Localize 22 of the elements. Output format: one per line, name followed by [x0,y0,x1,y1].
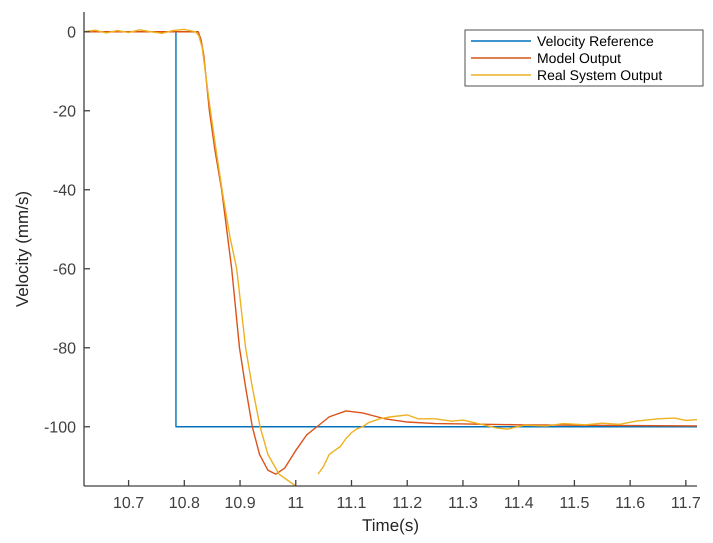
x-tick-label: 10.9 [224,495,256,512]
x-tick-label: 11 [287,495,304,512]
legend-label: Velocity Reference [537,32,654,49]
legend-label: Model Output [537,50,622,66]
x-tick-label: 11.4 [504,495,534,512]
x-axis-title: Time(s) [362,516,419,535]
y-tick-label: -80 [52,340,76,358]
y-tick-label: -20 [52,103,76,120]
y-tick-label: -60 [52,261,76,278]
x-tick-label: 11.1 [336,495,367,512]
x-tick-label: 11.2 [392,495,422,512]
x-tick-label: 10.8 [168,495,200,512]
y-tick-label: -40 [52,182,76,200]
legend-label: Real System Output [537,66,662,83]
x-tick-label: 11.3 [448,495,478,512]
x-tick-label: 11.5 [559,495,590,512]
y-tick-label: -100 [44,419,76,436]
x-tick-label: 11.7 [670,495,701,512]
x-tick-label: 10.7 [113,495,144,512]
x-tick-label: 11.6 [615,495,646,512]
y-tick-label: 0 [67,24,76,42]
y-axis-title: Velocity (mm/s) [13,190,32,308]
